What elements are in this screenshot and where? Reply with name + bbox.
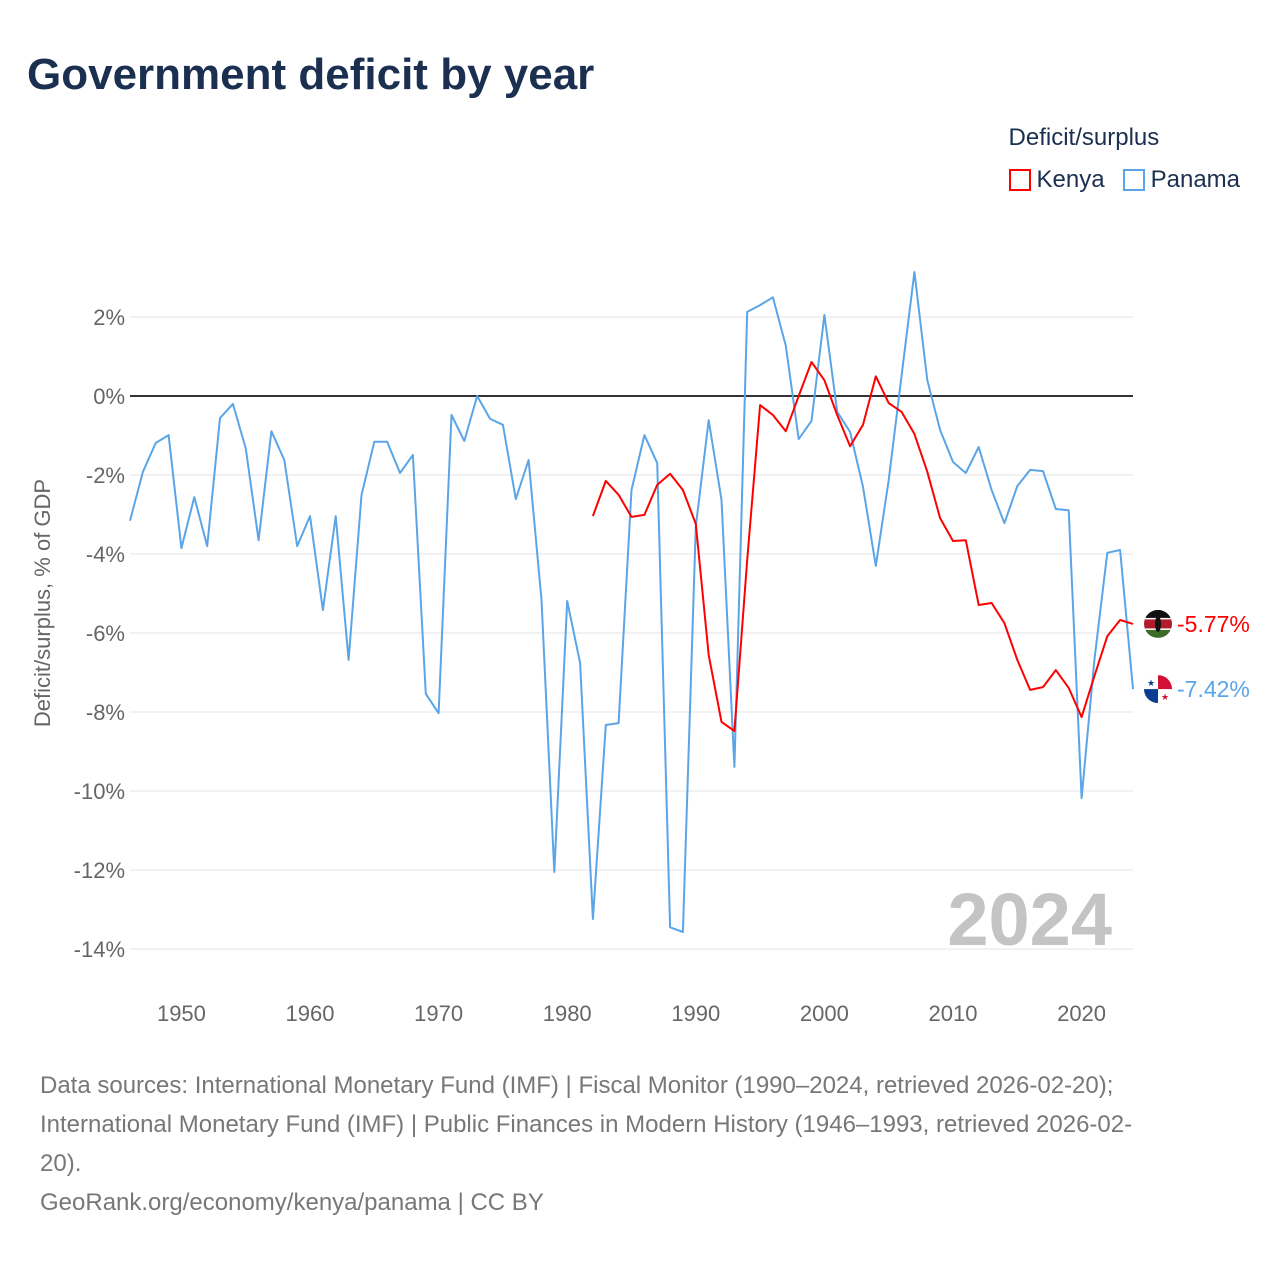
source-line: Data sources: International Monetary Fun… <box>40 1072 1114 1099</box>
source-link[interactable]: GeoRank.org/economy/kenya/panama | CC BY <box>40 1189 544 1216</box>
svg-text:★: ★ <box>1161 692 1169 702</box>
legend: Deficit/surplus Kenya Panama <box>1008 124 1240 194</box>
x-tick-label: 2010 <box>928 1001 977 1026</box>
source-line: 20). <box>40 1150 82 1177</box>
y-tick-label: -4% <box>86 542 125 567</box>
legend-label-panama: Panama <box>1150 166 1240 193</box>
x-tick-label: 1980 <box>543 1001 592 1026</box>
source-line: International Monetary Fund (IMF) | Publ… <box>40 1111 1133 1138</box>
y-tick-label: -12% <box>74 858 125 883</box>
source-notes: Data sources: International Monetary Fun… <box>40 1066 1240 1222</box>
x-tick-label: 2020 <box>1057 1001 1106 1026</box>
legend-label-kenya: Kenya <box>1036 166 1105 193</box>
svg-text:★: ★ <box>1147 678 1155 688</box>
series-line-panama <box>129 271 1134 933</box>
x-tick-label: 1950 <box>157 1001 206 1026</box>
legend-item-panama[interactable]: Panama <box>1122 166 1240 194</box>
y-tick-label: 2% <box>93 305 125 330</box>
y-tick-label: 0% <box>93 384 125 409</box>
y-tick-label: -6% <box>86 621 125 646</box>
legend-item-kenya[interactable]: Kenya <box>1008 166 1105 194</box>
end-value-label-kenya: -5.77% <box>1177 611 1250 637</box>
end-value-label-panama: -7.42% <box>1177 676 1250 702</box>
legend-swatch-panama <box>1122 169 1145 191</box>
y-tick-label: -14% <box>74 937 125 962</box>
y-tick-label: -8% <box>86 700 125 725</box>
line-chart: 2024 2% 0% -2% -4% -6% -8% -10% -12% -14% 1950 1960… <box>30 271 1250 1026</box>
page-title: Government deficit by year <box>27 50 595 99</box>
y-axis-label: Deficit/surplus, % of GDP <box>30 479 55 727</box>
panama-flag-icon: ★★ <box>1144 675 1172 704</box>
year-watermark: 2024 <box>947 878 1112 961</box>
x-tick-label: 1960 <box>286 1001 335 1026</box>
x-tick-label: 1970 <box>414 1001 463 1026</box>
legend-title: Deficit/surplus <box>1008 124 1160 151</box>
legend-swatch-kenya <box>1008 169 1031 191</box>
x-tick-label: 2000 <box>800 1001 849 1026</box>
y-tick-label: -10% <box>74 779 125 804</box>
y-tick-label: -2% <box>86 463 125 488</box>
series-line-kenya <box>591 361 1134 732</box>
kenya-flag-icon <box>1144 609 1172 638</box>
x-tick-label: 1990 <box>671 1001 720 1026</box>
